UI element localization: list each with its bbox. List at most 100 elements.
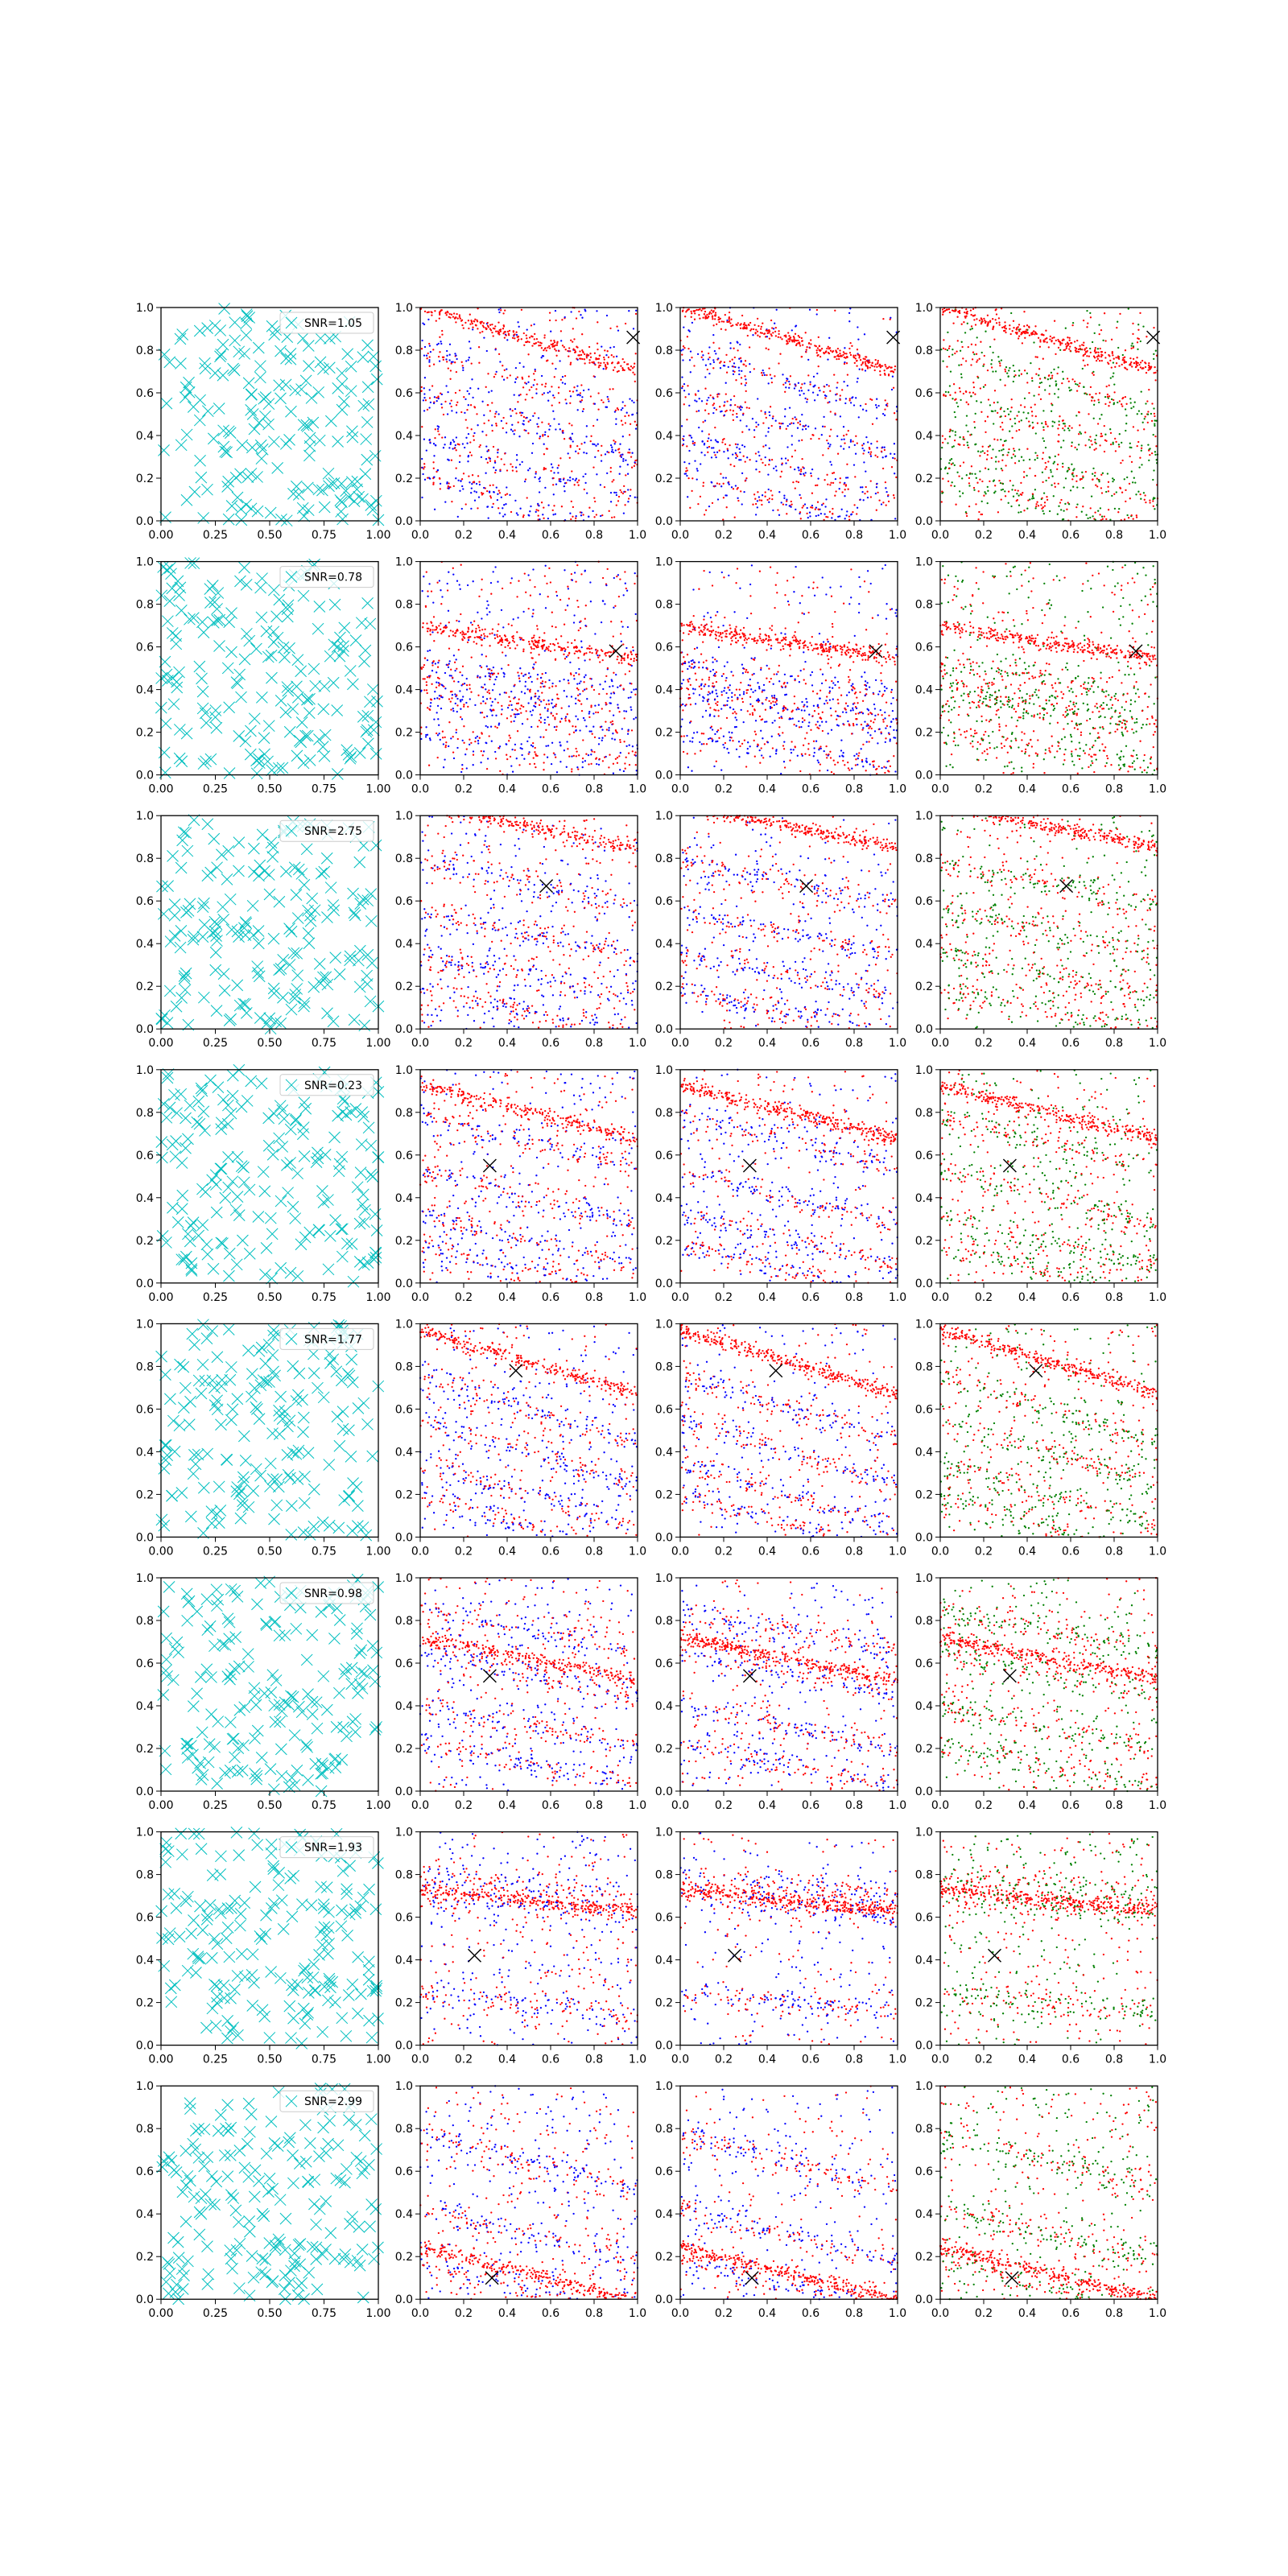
scatter-point bbox=[753, 324, 755, 326]
scatter-point bbox=[745, 324, 747, 326]
scatter-point bbox=[769, 415, 770, 416]
scatter-point bbox=[439, 336, 440, 338]
scatter-point bbox=[947, 391, 949, 393]
scatter-point bbox=[980, 341, 981, 343]
scatter-point bbox=[975, 503, 976, 505]
scatter-point bbox=[485, 386, 487, 388]
scatter-point bbox=[807, 398, 808, 400]
scatter-point bbox=[613, 356, 614, 357]
scatter-point bbox=[1026, 475, 1027, 477]
scatter-point bbox=[894, 453, 895, 455]
scatter-point bbox=[498, 489, 500, 491]
scatter-point bbox=[878, 365, 880, 366]
scatter-x-marker bbox=[338, 396, 349, 407]
scatter-point bbox=[687, 477, 689, 479]
scatter-point bbox=[700, 452, 702, 453]
scatter-point bbox=[720, 485, 722, 487]
scatter-point bbox=[1154, 436, 1156, 437]
scatter-point bbox=[437, 395, 439, 397]
scatter-point bbox=[558, 350, 559, 352]
scatter-point bbox=[1121, 460, 1123, 461]
scatter-point bbox=[551, 466, 553, 468]
scatter-point bbox=[686, 445, 687, 447]
scatter-point bbox=[572, 433, 573, 435]
scatter-point bbox=[436, 471, 437, 473]
scatter-point bbox=[514, 394, 515, 395]
scatter-point bbox=[876, 398, 877, 400]
scatter-point bbox=[712, 324, 714, 326]
scatter-point bbox=[432, 484, 434, 485]
scatter-point bbox=[1133, 347, 1134, 349]
scatter-point bbox=[524, 481, 526, 482]
scatter-point bbox=[1154, 372, 1156, 374]
scatter-point bbox=[531, 336, 533, 337]
scatter-x-marker bbox=[254, 372, 266, 383]
scatter-point bbox=[822, 426, 824, 427]
scatter-point bbox=[758, 451, 759, 452]
scatter-point bbox=[424, 311, 426, 312]
scatter-point bbox=[564, 485, 565, 487]
scatter-point bbox=[865, 403, 866, 405]
scatter-x-marker bbox=[180, 392, 191, 403]
scatter-point bbox=[539, 345, 541, 346]
scatter-point bbox=[1137, 349, 1138, 350]
scatter-point bbox=[1142, 422, 1144, 423]
scatter-point bbox=[810, 339, 811, 341]
scatter-point bbox=[848, 320, 850, 322]
scatter-point bbox=[544, 386, 546, 387]
scatter-point bbox=[1076, 340, 1078, 341]
scatter-point bbox=[559, 457, 561, 459]
scatter-point bbox=[765, 491, 766, 493]
scatter-point bbox=[434, 509, 436, 510]
scatter-point bbox=[690, 350, 691, 352]
scatter-point bbox=[1155, 420, 1157, 422]
scatter-point bbox=[441, 436, 443, 438]
scatter-point bbox=[498, 308, 500, 310]
scatter-point bbox=[837, 354, 839, 356]
scatter-x-marker bbox=[223, 426, 234, 437]
scatter-point bbox=[535, 511, 537, 513]
scatter-point bbox=[457, 317, 459, 319]
scatter-point bbox=[794, 341, 795, 342]
scatter-point bbox=[562, 345, 564, 346]
scatter-point bbox=[811, 493, 813, 494]
scatter-point bbox=[551, 344, 553, 345]
scatter-point bbox=[628, 497, 630, 499]
scatter-point bbox=[860, 359, 861, 361]
scatter-point bbox=[739, 344, 741, 345]
scatter-point bbox=[787, 425, 789, 427]
scatter-point bbox=[480, 323, 481, 324]
scatter-point bbox=[877, 360, 879, 361]
scatter-point bbox=[786, 343, 787, 345]
scatter-point bbox=[775, 327, 777, 328]
scatter-point bbox=[837, 348, 839, 349]
scatter-point bbox=[894, 443, 895, 444]
scatter-point bbox=[970, 309, 972, 311]
scatter-point bbox=[827, 358, 828, 360]
scatter-point bbox=[862, 452, 864, 454]
scatter-point bbox=[1110, 377, 1112, 378]
scatter-point bbox=[516, 454, 518, 456]
scatter-point bbox=[749, 346, 750, 348]
panel-redblue-0: 0.0 0.2 0.4 0.6 0.8 1.00.00.20.40.60.81.0 bbox=[395, 302, 646, 542]
scatter-point bbox=[770, 406, 771, 407]
scatter-point bbox=[741, 503, 743, 505]
scatter-point bbox=[1059, 344, 1061, 345]
scatter-point bbox=[431, 314, 432, 316]
scatter-point bbox=[894, 369, 895, 370]
scatter-point bbox=[568, 452, 569, 454]
scatter-point bbox=[959, 490, 960, 492]
scatter-point bbox=[595, 445, 597, 447]
scatter-point bbox=[572, 440, 574, 442]
scatter-point bbox=[789, 383, 791, 385]
scatter-point bbox=[436, 397, 437, 398]
scatter-point bbox=[1079, 424, 1080, 426]
scatter-point bbox=[748, 324, 749, 326]
scatter-point bbox=[830, 428, 832, 430]
scatter-point bbox=[742, 364, 744, 365]
scatter-point bbox=[449, 344, 451, 345]
scatter-point bbox=[539, 481, 540, 482]
scatter-point bbox=[572, 390, 574, 392]
scatter-point bbox=[444, 444, 445, 445]
scatter-point bbox=[1032, 427, 1034, 429]
